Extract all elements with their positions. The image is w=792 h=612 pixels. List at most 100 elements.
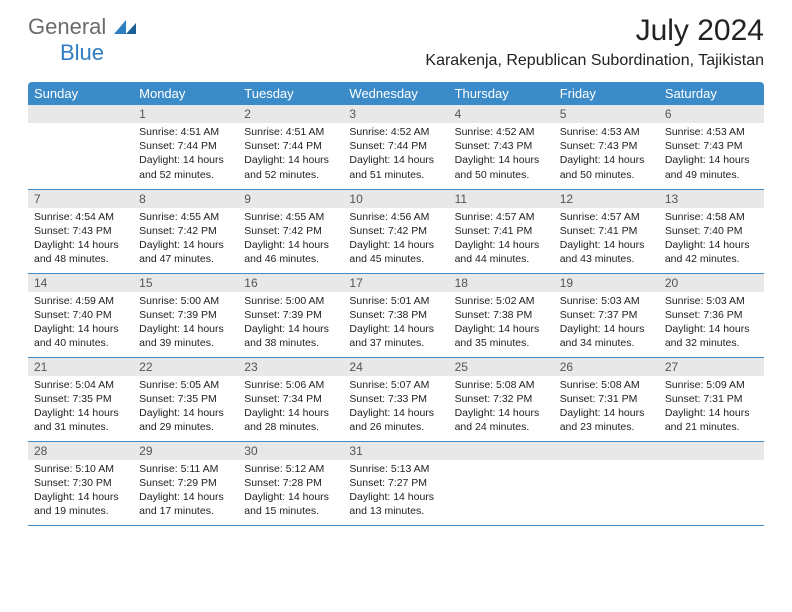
day-details: Sunrise: 5:08 AMSunset: 7:32 PMDaylight:… <box>449 376 554 439</box>
day-number: 9 <box>238 190 343 208</box>
weekday-header: Friday <box>554 82 659 105</box>
day-number: 30 <box>238 442 343 460</box>
calendar-cell: 2Sunrise: 4:51 AMSunset: 7:44 PMDaylight… <box>238 105 343 189</box>
day-details: Sunrise: 5:10 AMSunset: 7:30 PMDaylight:… <box>28 460 133 523</box>
day-details: Sunrise: 4:53 AMSunset: 7:43 PMDaylight:… <box>554 123 659 186</box>
day-details: Sunrise: 5:02 AMSunset: 7:38 PMDaylight:… <box>449 292 554 355</box>
day-number: 19 <box>554 274 659 292</box>
day-details: Sunrise: 4:53 AMSunset: 7:43 PMDaylight:… <box>659 123 764 186</box>
day-number: 5 <box>554 105 659 123</box>
calendar-cell: 12Sunrise: 4:57 AMSunset: 7:41 PMDayligh… <box>554 189 659 273</box>
calendar-cell: 31Sunrise: 5:13 AMSunset: 7:27 PMDayligh… <box>343 441 448 525</box>
calendar-cell <box>554 441 659 525</box>
day-number: 1 <box>133 105 238 123</box>
calendar-cell: 9Sunrise: 4:55 AMSunset: 7:42 PMDaylight… <box>238 189 343 273</box>
calendar-row: 28Sunrise: 5:10 AMSunset: 7:30 PMDayligh… <box>28 441 764 525</box>
calendar-cell: 18Sunrise: 5:02 AMSunset: 7:38 PMDayligh… <box>449 273 554 357</box>
day-number: 11 <box>449 190 554 208</box>
location-text: Karakenja, Republican Subordination, Taj… <box>425 52 764 70</box>
calendar-cell <box>659 441 764 525</box>
weekday-header: Sunday <box>28 82 133 105</box>
day-number: 28 <box>28 442 133 460</box>
calendar-cell: 11Sunrise: 4:57 AMSunset: 7:41 PMDayligh… <box>449 189 554 273</box>
calendar-cell: 6Sunrise: 4:53 AMSunset: 7:43 PMDaylight… <box>659 105 764 189</box>
day-number: 16 <box>238 274 343 292</box>
calendar-cell: 1Sunrise: 4:51 AMSunset: 7:44 PMDaylight… <box>133 105 238 189</box>
day-details: Sunrise: 5:09 AMSunset: 7:31 PMDaylight:… <box>659 376 764 439</box>
weekday-header: Monday <box>133 82 238 105</box>
day-number: 7 <box>28 190 133 208</box>
day-details: Sunrise: 5:08 AMSunset: 7:31 PMDaylight:… <box>554 376 659 439</box>
weekday-header: Saturday <box>659 82 764 105</box>
calendar-cell: 30Sunrise: 5:12 AMSunset: 7:28 PMDayligh… <box>238 441 343 525</box>
calendar-cell: 25Sunrise: 5:08 AMSunset: 7:32 PMDayligh… <box>449 357 554 441</box>
day-number: 23 <box>238 358 343 376</box>
day-details: Sunrise: 4:58 AMSunset: 7:40 PMDaylight:… <box>659 208 764 271</box>
day-number: 27 <box>659 358 764 376</box>
calendar-cell: 28Sunrise: 5:10 AMSunset: 7:30 PMDayligh… <box>28 441 133 525</box>
day-details: Sunrise: 4:54 AMSunset: 7:43 PMDaylight:… <box>28 208 133 271</box>
day-number: 26 <box>554 358 659 376</box>
day-number: 6 <box>659 105 764 123</box>
calendar-row: 21Sunrise: 5:04 AMSunset: 7:35 PMDayligh… <box>28 357 764 441</box>
day-number: 3 <box>343 105 448 123</box>
calendar-cell: 24Sunrise: 5:07 AMSunset: 7:33 PMDayligh… <box>343 357 448 441</box>
day-number: 13 <box>659 190 764 208</box>
weekday-header: Tuesday <box>238 82 343 105</box>
calendar-cell: 27Sunrise: 5:09 AMSunset: 7:31 PMDayligh… <box>659 357 764 441</box>
calendar-cell: 15Sunrise: 5:00 AMSunset: 7:39 PMDayligh… <box>133 273 238 357</box>
day-number: 17 <box>343 274 448 292</box>
day-details: Sunrise: 4:51 AMSunset: 7:44 PMDaylight:… <box>133 123 238 186</box>
calendar-row: 14Sunrise: 4:59 AMSunset: 7:40 PMDayligh… <box>28 273 764 357</box>
day-details: Sunrise: 5:03 AMSunset: 7:36 PMDaylight:… <box>659 292 764 355</box>
calendar-cell: 20Sunrise: 5:03 AMSunset: 7:36 PMDayligh… <box>659 273 764 357</box>
day-number: 29 <box>133 442 238 460</box>
day-number: 21 <box>28 358 133 376</box>
day-number: 4 <box>449 105 554 123</box>
calendar-row: 1Sunrise: 4:51 AMSunset: 7:44 PMDaylight… <box>28 105 764 189</box>
calendar-cell: 14Sunrise: 4:59 AMSunset: 7:40 PMDayligh… <box>28 273 133 357</box>
page-title: July 2024 <box>425 14 764 48</box>
calendar-cell: 29Sunrise: 5:11 AMSunset: 7:29 PMDayligh… <box>133 441 238 525</box>
calendar-cell: 10Sunrise: 4:56 AMSunset: 7:42 PMDayligh… <box>343 189 448 273</box>
calendar-table: SundayMondayTuesdayWednesdayThursdayFrid… <box>28 82 764 526</box>
calendar-cell: 17Sunrise: 5:01 AMSunset: 7:38 PMDayligh… <box>343 273 448 357</box>
day-details: Sunrise: 5:00 AMSunset: 7:39 PMDaylight:… <box>238 292 343 355</box>
calendar-cell: 8Sunrise: 4:55 AMSunset: 7:42 PMDaylight… <box>133 189 238 273</box>
calendar-cell: 13Sunrise: 4:58 AMSunset: 7:40 PMDayligh… <box>659 189 764 273</box>
day-number: 25 <box>449 358 554 376</box>
calendar-cell: 21Sunrise: 5:04 AMSunset: 7:35 PMDayligh… <box>28 357 133 441</box>
day-details: Sunrise: 5:05 AMSunset: 7:35 PMDaylight:… <box>133 376 238 439</box>
day-details: Sunrise: 5:07 AMSunset: 7:33 PMDaylight:… <box>343 376 448 439</box>
logo-text-blue: Blue <box>60 40 104 65</box>
day-details: Sunrise: 4:52 AMSunset: 7:44 PMDaylight:… <box>343 123 448 186</box>
calendar-cell <box>449 441 554 525</box>
calendar-cell: 4Sunrise: 4:52 AMSunset: 7:43 PMDaylight… <box>449 105 554 189</box>
day-number: 15 <box>133 274 238 292</box>
day-details: Sunrise: 4:55 AMSunset: 7:42 PMDaylight:… <box>238 208 343 271</box>
calendar-cell: 19Sunrise: 5:03 AMSunset: 7:37 PMDayligh… <box>554 273 659 357</box>
day-number: 14 <box>28 274 133 292</box>
day-number: 22 <box>133 358 238 376</box>
day-number: 24 <box>343 358 448 376</box>
day-details: Sunrise: 4:57 AMSunset: 7:41 PMDaylight:… <box>449 208 554 271</box>
day-details: Sunrise: 5:06 AMSunset: 7:34 PMDaylight:… <box>238 376 343 439</box>
calendar-cell <box>28 105 133 189</box>
day-details: Sunrise: 4:56 AMSunset: 7:42 PMDaylight:… <box>343 208 448 271</box>
day-number: 2 <box>238 105 343 123</box>
day-details: Sunrise: 5:01 AMSunset: 7:38 PMDaylight:… <box>343 292 448 355</box>
day-details: Sunrise: 5:03 AMSunset: 7:37 PMDaylight:… <box>554 292 659 355</box>
logo-text-general: General <box>28 14 106 39</box>
calendar-body: 1Sunrise: 4:51 AMSunset: 7:44 PMDaylight… <box>28 105 764 525</box>
day-details: Sunrise: 5:00 AMSunset: 7:39 PMDaylight:… <box>133 292 238 355</box>
day-number: 8 <box>133 190 238 208</box>
logo: General Blue <box>28 14 138 66</box>
day-number: 10 <box>343 190 448 208</box>
logo-mark-icon <box>114 14 138 40</box>
day-details: Sunrise: 4:51 AMSunset: 7:44 PMDaylight:… <box>238 123 343 186</box>
day-details: Sunrise: 5:12 AMSunset: 7:28 PMDaylight:… <box>238 460 343 523</box>
day-details: Sunrise: 5:11 AMSunset: 7:29 PMDaylight:… <box>133 460 238 523</box>
calendar-cell: 22Sunrise: 5:05 AMSunset: 7:35 PMDayligh… <box>133 357 238 441</box>
calendar-cell: 26Sunrise: 5:08 AMSunset: 7:31 PMDayligh… <box>554 357 659 441</box>
calendar-cell: 23Sunrise: 5:06 AMSunset: 7:34 PMDayligh… <box>238 357 343 441</box>
